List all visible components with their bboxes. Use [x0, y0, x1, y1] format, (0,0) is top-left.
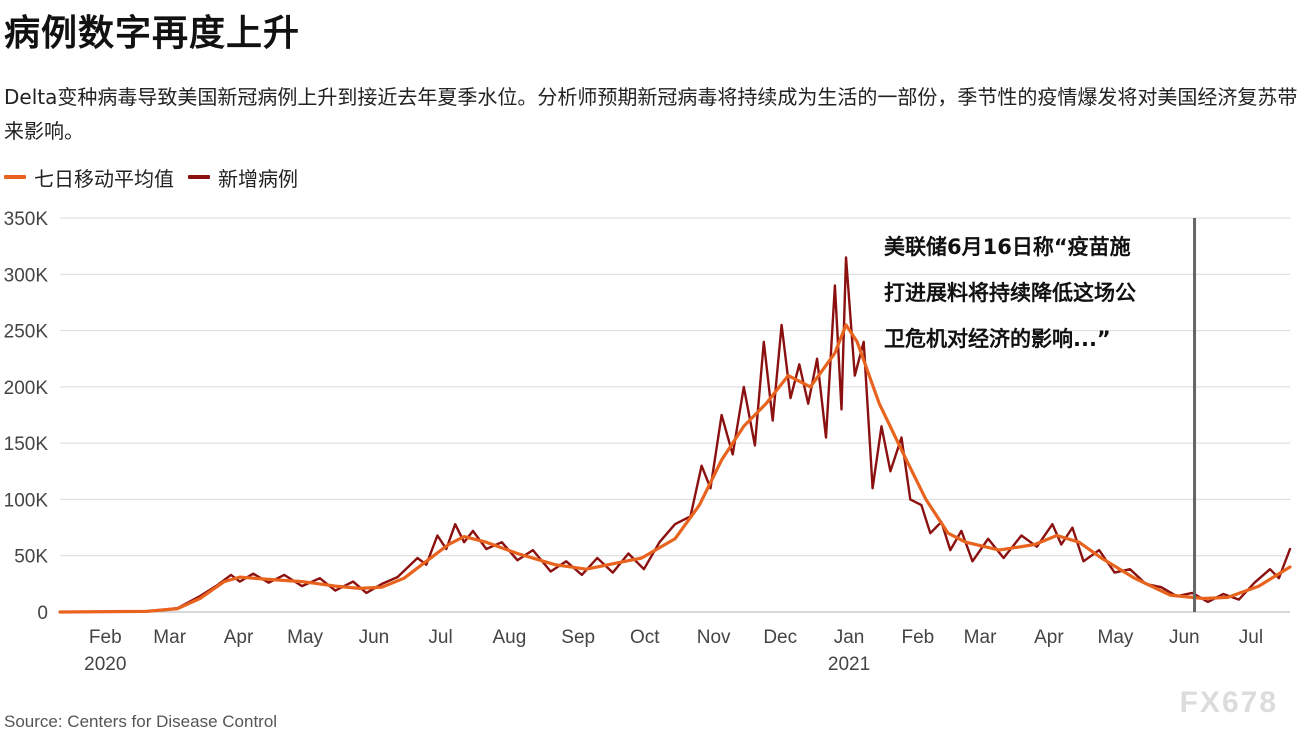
- watermark-logo: FX678: [1179, 686, 1278, 719]
- x-tick-label: Oct: [630, 627, 660, 648]
- y-tick-label: 150K: [4, 434, 49, 455]
- x-tick-label: Jun: [1169, 627, 1200, 648]
- y-gridlines: [60, 217, 1290, 613]
- series-lines: [58, 256, 1292, 614]
- annotation-text-line: 美联储6月16日称“疫苗施: [884, 235, 1131, 259]
- x-axis-tick-labels: Feb 2020 Mar Apr May Jun Jul Aug Sep Oct Nov Dec Jan…: [84, 627, 1263, 675]
- legend-swatch-new-cases: [188, 175, 210, 179]
- x-tick-label: Dec: [763, 627, 797, 648]
- y-tick-label: 50K: [14, 547, 48, 568]
- y-tick-label: 100K: [4, 490, 49, 511]
- source-note: Source: Centers for Disease Control: [4, 712, 278, 731]
- y-tick-label: 350K: [4, 209, 49, 230]
- x-tick-label: Nov: [697, 627, 731, 648]
- x-tick-label: Jan: [834, 627, 865, 648]
- series-line-moving-average: [58, 323, 1292, 614]
- x-tick-label: Feb: [902, 627, 935, 648]
- series-line-new-cases: [58, 256, 1292, 614]
- x-tick-label: Sep: [561, 627, 595, 648]
- y-tick-label: 0: [37, 603, 48, 624]
- legend-label-new-cases: 新增病例: [218, 166, 298, 191]
- legend-swatch-moving-average: [4, 175, 26, 179]
- line-chart: 0 50K 100K 150K 200K 250K 300K 350K Feb 2020 Mar A…: [4, 209, 1292, 675]
- legend-item-moving-average: 七日移动平均值: [4, 163, 174, 192]
- x-tick-label: Mar: [964, 627, 997, 648]
- x-tick-label: Mar: [153, 627, 186, 648]
- x-tick-label: Aug: [492, 627, 526, 648]
- x-tick-label: Jul: [428, 627, 452, 648]
- x-tick-year-label: 2021: [828, 654, 870, 675]
- y-axis-tick-labels: 0 50K 100K 150K 200K 250K 300K 350K: [4, 209, 49, 624]
- annotation-text-line: 打进展料将持续降低这场公: [884, 281, 1136, 305]
- x-tick-label: Jul: [1239, 627, 1263, 648]
- chart-subtitle: Delta变种病毒导致美国新冠病例上升到接近去年夏季水位。分析师预期新冠病毒将持…: [4, 85, 1298, 143]
- y-tick-label: 250K: [4, 322, 49, 343]
- legend-item-new-cases: 新增病例: [188, 163, 298, 192]
- x-tick-year-label: 2020: [84, 654, 126, 675]
- x-tick-label: May: [287, 627, 323, 648]
- legend-label-moving-average: 七日移动平均值: [34, 166, 174, 191]
- x-tick-label: May: [1098, 627, 1134, 648]
- x-tick-label: Feb: [89, 627, 122, 648]
- y-tick-label: 300K: [4, 265, 49, 286]
- y-tick-label: 200K: [4, 378, 49, 399]
- legend: 七日移动平均值 新增病例: [4, 162, 312, 192]
- annotation-text-line: 卫危机对经济的影响...”: [884, 327, 1111, 351]
- chart-title: 病例数字再度上升: [4, 13, 301, 54]
- x-tick-label: Jun: [359, 627, 390, 648]
- x-tick-label: Apr: [224, 627, 254, 648]
- x-tick-label: Apr: [1034, 627, 1064, 648]
